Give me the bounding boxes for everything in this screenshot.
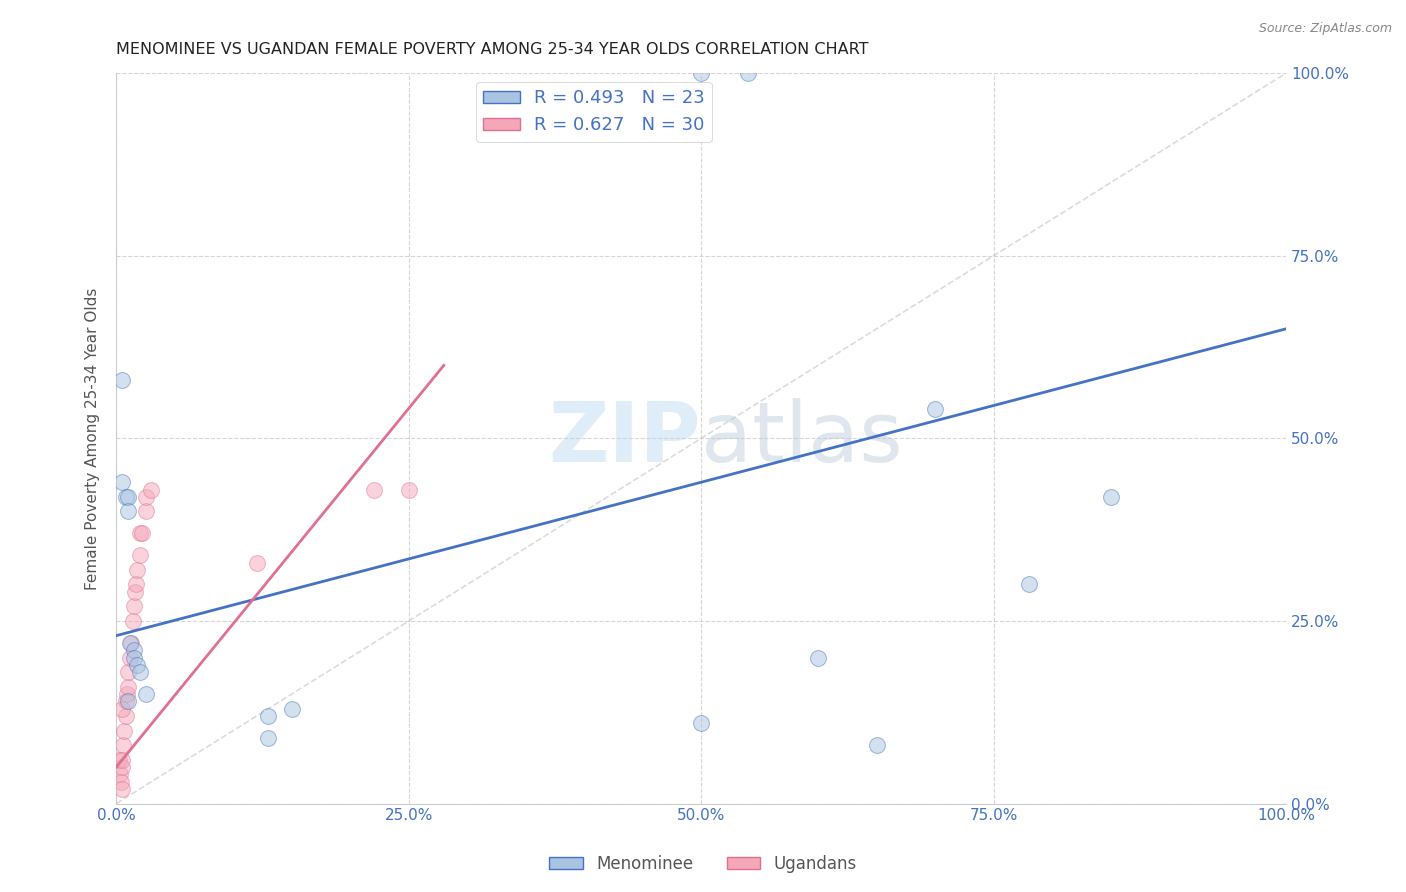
Text: atlas: atlas: [702, 398, 903, 479]
Point: [117, 694, 139, 708]
Point: [141, 483, 163, 497]
Point: [690, 66, 713, 80]
Point: [865, 738, 887, 752]
Point: [280, 701, 302, 715]
Text: Source: ZipAtlas.com: Source: ZipAtlas.com: [1258, 22, 1392, 36]
Point: [120, 650, 142, 665]
Point: [117, 665, 139, 680]
Point: [131, 526, 153, 541]
Point: [246, 556, 269, 570]
Point: [134, 490, 156, 504]
Point: [737, 66, 759, 80]
Point: [363, 483, 385, 497]
Point: [128, 526, 150, 541]
Point: [257, 709, 280, 723]
Point: [257, 731, 280, 745]
Point: [114, 694, 136, 708]
Point: [111, 475, 134, 490]
Legend: R = 0.493   N = 23, R = 0.627   N = 30: R = 0.493 N = 23, R = 0.627 N = 30: [477, 82, 711, 142]
Point: [117, 490, 139, 504]
Point: [122, 650, 145, 665]
Point: [111, 753, 134, 767]
Point: [127, 657, 149, 672]
Point: [128, 549, 150, 563]
Point: [120, 636, 142, 650]
Point: [124, 584, 146, 599]
Point: [114, 723, 136, 738]
Point: [111, 701, 134, 715]
Legend: Menominee, Ugandans: Menominee, Ugandans: [543, 848, 863, 880]
Point: [112, 738, 135, 752]
Point: [127, 563, 149, 577]
Point: [117, 504, 139, 518]
Point: [134, 687, 156, 701]
Point: [121, 636, 143, 650]
Point: [122, 599, 145, 614]
Point: [117, 680, 139, 694]
Point: [125, 577, 148, 591]
Text: ZIP: ZIP: [548, 398, 702, 479]
Point: [108, 767, 131, 781]
Point: [114, 490, 136, 504]
Point: [128, 665, 150, 680]
Point: [110, 774, 132, 789]
Point: [114, 709, 136, 723]
Point: [115, 687, 138, 701]
Point: [111, 373, 134, 387]
Point: [111, 760, 134, 774]
Point: [924, 402, 946, 417]
Point: [690, 716, 713, 731]
Point: [807, 650, 830, 665]
Point: [398, 483, 420, 497]
Point: [134, 504, 156, 518]
Text: MENOMINEE VS UGANDAN FEMALE POVERTY AMONG 25-34 YEAR OLDS CORRELATION CHART: MENOMINEE VS UGANDAN FEMALE POVERTY AMON…: [117, 42, 869, 57]
Point: [121, 614, 143, 628]
Point: [1099, 490, 1122, 504]
Point: [122, 643, 145, 657]
Y-axis label: Female Poverty Among 25-34 Year Olds: Female Poverty Among 25-34 Year Olds: [86, 287, 100, 590]
Point: [1018, 577, 1040, 591]
Point: [111, 782, 134, 797]
Point: [107, 753, 129, 767]
